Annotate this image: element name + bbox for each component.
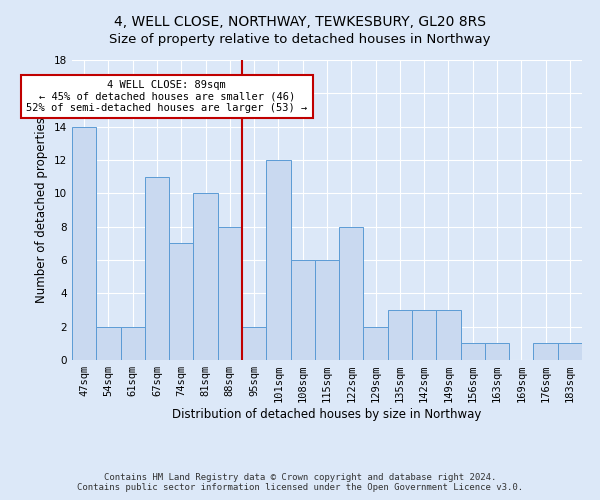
Y-axis label: Number of detached properties: Number of detached properties bbox=[35, 117, 49, 303]
Bar bbox=[145, 176, 169, 360]
Text: Size of property relative to detached houses in Northway: Size of property relative to detached ho… bbox=[109, 32, 491, 46]
Bar bbox=[364, 326, 388, 360]
Bar bbox=[121, 326, 145, 360]
Bar bbox=[533, 344, 558, 360]
Bar bbox=[218, 226, 242, 360]
Bar bbox=[436, 310, 461, 360]
X-axis label: Distribution of detached houses by size in Northway: Distribution of detached houses by size … bbox=[172, 408, 482, 421]
Text: 4, WELL CLOSE, NORTHWAY, TEWKESBURY, GL20 8RS: 4, WELL CLOSE, NORTHWAY, TEWKESBURY, GL2… bbox=[114, 15, 486, 29]
Bar bbox=[290, 260, 315, 360]
Bar bbox=[242, 326, 266, 360]
Bar bbox=[193, 194, 218, 360]
Bar bbox=[266, 160, 290, 360]
Bar bbox=[169, 244, 193, 360]
Bar bbox=[96, 326, 121, 360]
Bar bbox=[339, 226, 364, 360]
Bar bbox=[315, 260, 339, 360]
Bar bbox=[558, 344, 582, 360]
Text: 4 WELL CLOSE: 89sqm
← 45% of detached houses are smaller (46)
52% of semi-detach: 4 WELL CLOSE: 89sqm ← 45% of detached ho… bbox=[26, 80, 307, 113]
Bar bbox=[461, 344, 485, 360]
Bar bbox=[412, 310, 436, 360]
Text: Contains HM Land Registry data © Crown copyright and database right 2024.
Contai: Contains HM Land Registry data © Crown c… bbox=[77, 473, 523, 492]
Bar bbox=[388, 310, 412, 360]
Bar bbox=[485, 344, 509, 360]
Bar bbox=[72, 126, 96, 360]
